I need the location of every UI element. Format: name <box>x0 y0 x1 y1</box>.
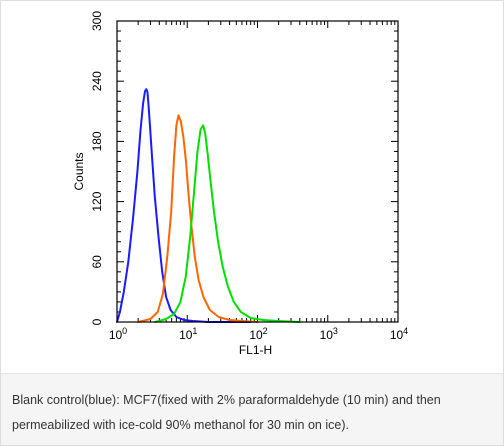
x-tick-label-base: 10 <box>320 328 334 342</box>
histogram-chart: 100 101 102 103 104060120180240300FL1-HCount… <box>72 11 408 357</box>
x-tick-label: 104 <box>390 326 408 342</box>
figure-caption: Blank control(blue): MCF7(fixed with 2% … <box>1 373 503 445</box>
x-tick-label-exponent: 0 <box>122 326 127 336</box>
x-tick-label-exponent: 2 <box>263 326 268 336</box>
x-tick-label-base: 10 <box>249 328 263 342</box>
caption-line-2: permeabilized with ice-cold 90% methanol… <box>12 418 349 432</box>
y-tick-label: 60 <box>90 255 104 269</box>
x-tick-label: 103 <box>320 326 338 342</box>
x-tick-label: 101 <box>179 326 197 342</box>
y-tick-label: 120 <box>90 191 104 211</box>
y-axis-label: Counts <box>72 152 86 190</box>
y-tick-label: 180 <box>90 131 104 151</box>
x-tick-label-exponent: 1 <box>192 326 197 336</box>
x-tick-label: 102 <box>249 326 267 342</box>
y-tick-label: 300 <box>90 11 104 31</box>
x-tick-label-exponent: 4 <box>403 326 408 336</box>
x-tick-label-base: 10 <box>179 328 193 342</box>
x-tick-label: 100 <box>109 326 127 342</box>
x-axis-label: FL1-H <box>239 343 272 357</box>
series-line-2 <box>137 114 259 323</box>
series-line-3 <box>154 124 301 323</box>
x-tick-label-base: 10 <box>109 328 123 342</box>
plot-box <box>116 20 399 323</box>
series-line-1 <box>116 88 252 323</box>
x-tick-label-exponent: 3 <box>333 326 338 336</box>
y-tick-label: 0 <box>90 318 104 325</box>
caption-line-1: Blank control(blue): MCF7(fixed with 2% … <box>12 393 441 407</box>
y-tick-label: 240 <box>90 71 104 91</box>
x-tick-label-base: 10 <box>390 328 404 342</box>
plot-area: 100 101 102 103 104 0 60 120 180 240 300 FL1-H Count… <box>1 1 503 373</box>
